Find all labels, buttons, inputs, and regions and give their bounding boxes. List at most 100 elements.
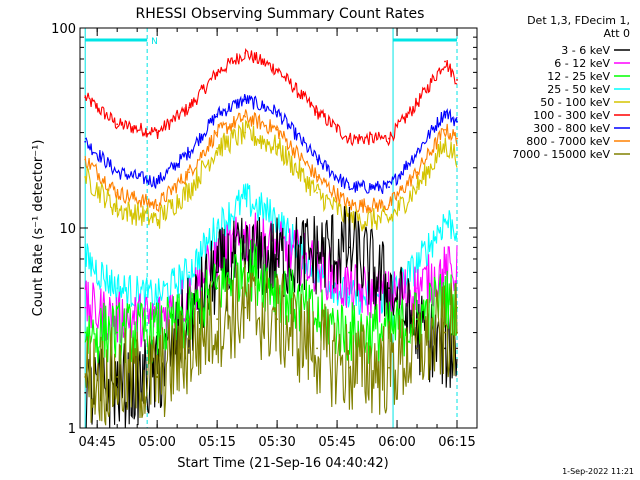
- data-point: [444, 128, 446, 131]
- data-point: [156, 131, 159, 134]
- data-point: [388, 287, 390, 290]
- data-point: [216, 71, 219, 74]
- y-tick-label: 1: [68, 422, 76, 437]
- data-point: [416, 287, 418, 290]
- legend-entry-label: 800 - 7000 keV: [526, 135, 610, 148]
- data-point: [216, 271, 219, 274]
- data-point: [456, 347, 458, 350]
- legend-entry-label: 7000 - 15000 keV: [512, 148, 610, 161]
- timestamp: 1-Sep-2022 11:21: [562, 467, 634, 476]
- data-point: [456, 271, 458, 274]
- x-tick-label: 04:45: [78, 435, 115, 450]
- series-line: [84, 119, 458, 232]
- data-point: [456, 154, 458, 157]
- data-point: [188, 189, 191, 191]
- x-tick-label: 06:15: [438, 435, 475, 450]
- data-point: [244, 52, 247, 54]
- y-tick-label: 10: [59, 222, 76, 237]
- x-tick-label: 05:45: [318, 435, 355, 450]
- data-point: [188, 347, 191, 350]
- data-point: [276, 128, 279, 131]
- data-point: [276, 111, 279, 113]
- data-point: [348, 204, 350, 207]
- data-point: [116, 171, 119, 174]
- x-tick-label: 06:00: [378, 435, 415, 450]
- data-point: [156, 296, 159, 299]
- data-point: [444, 144, 446, 146]
- data-point: [348, 287, 350, 290]
- data-point: [316, 191, 318, 194]
- data-point: [216, 131, 219, 134]
- legend-entry-label: 3 - 6 keV: [561, 44, 610, 57]
- series-line: [84, 212, 458, 348]
- data-point: [216, 318, 219, 321]
- series-300-800kev: [84, 93, 458, 194]
- data-point: [456, 120, 458, 123]
- data-point: [84, 140, 87, 143]
- series-100-300kev: [84, 47, 458, 147]
- y-axis-label: Count Rate (s⁻¹ detector⁻¹): [31, 140, 46, 317]
- data-point: [348, 366, 350, 369]
- data-point: [388, 137, 390, 140]
- legend-entry-label: 300 - 800 keV: [533, 122, 610, 135]
- data-point: [416, 102, 418, 105]
- data-point: [244, 98, 247, 101]
- data-point: [456, 79, 458, 81]
- plot-area: N: [84, 28, 458, 429]
- data-point: [276, 258, 279, 260]
- series-line: [84, 93, 458, 194]
- data-point: [444, 347, 446, 350]
- data-point: [416, 264, 418, 267]
- data-point: [444, 218, 446, 221]
- chart-title: RHESSI Observing Summary Count Rates: [136, 6, 425, 22]
- data-point: [244, 258, 247, 260]
- data-point: [156, 218, 159, 221]
- data-point: [84, 391, 87, 394]
- data-point: [316, 252, 318, 254]
- data-point: [416, 151, 418, 153]
- data-point: [156, 181, 159, 183]
- data-point: [388, 218, 390, 221]
- x-tick-label: 05:15: [198, 435, 235, 450]
- data-point: [276, 68, 279, 71]
- legend-entry-label: 12 - 25 keV: [547, 70, 610, 83]
- data-point: [84, 96, 87, 99]
- series-line: [84, 109, 458, 214]
- data-point: [156, 376, 159, 378]
- data-point: [244, 306, 247, 309]
- legend-header-line-1: Det 1,3, FDecim 1,: [527, 14, 630, 27]
- y-tick-label: 100: [51, 22, 76, 37]
- data-point: [116, 331, 119, 334]
- data-point: [116, 123, 119, 126]
- data-point: [444, 111, 446, 113]
- data-point: [456, 227, 458, 229]
- series-800-7000kev: [84, 109, 458, 214]
- series-line: [85, 206, 458, 429]
- legend-entry-label: 25 - 50 keV: [547, 83, 610, 96]
- data-point: [188, 171, 191, 174]
- data-point: [244, 236, 247, 239]
- data-point: [244, 131, 247, 134]
- data-point: [188, 271, 191, 274]
- data-point: [116, 207, 119, 210]
- data-point: [216, 227, 219, 229]
- data-point: [348, 246, 350, 249]
- data-point: [348, 296, 350, 299]
- data-point: [316, 176, 318, 178]
- data-point: [348, 331, 350, 334]
- data-point: [416, 186, 418, 189]
- data-point: [316, 347, 318, 350]
- x-tick-label: 05:00: [138, 435, 175, 450]
- data-point: [276, 145, 279, 148]
- data-point: [444, 271, 446, 274]
- data-point: [316, 158, 318, 161]
- data-point: [456, 137, 458, 140]
- data-point: [444, 60, 446, 63]
- data-point: [84, 176, 87, 178]
- data-point: [116, 287, 119, 290]
- data-point: [116, 191, 119, 194]
- x-tick-label: 05:30: [258, 435, 295, 450]
